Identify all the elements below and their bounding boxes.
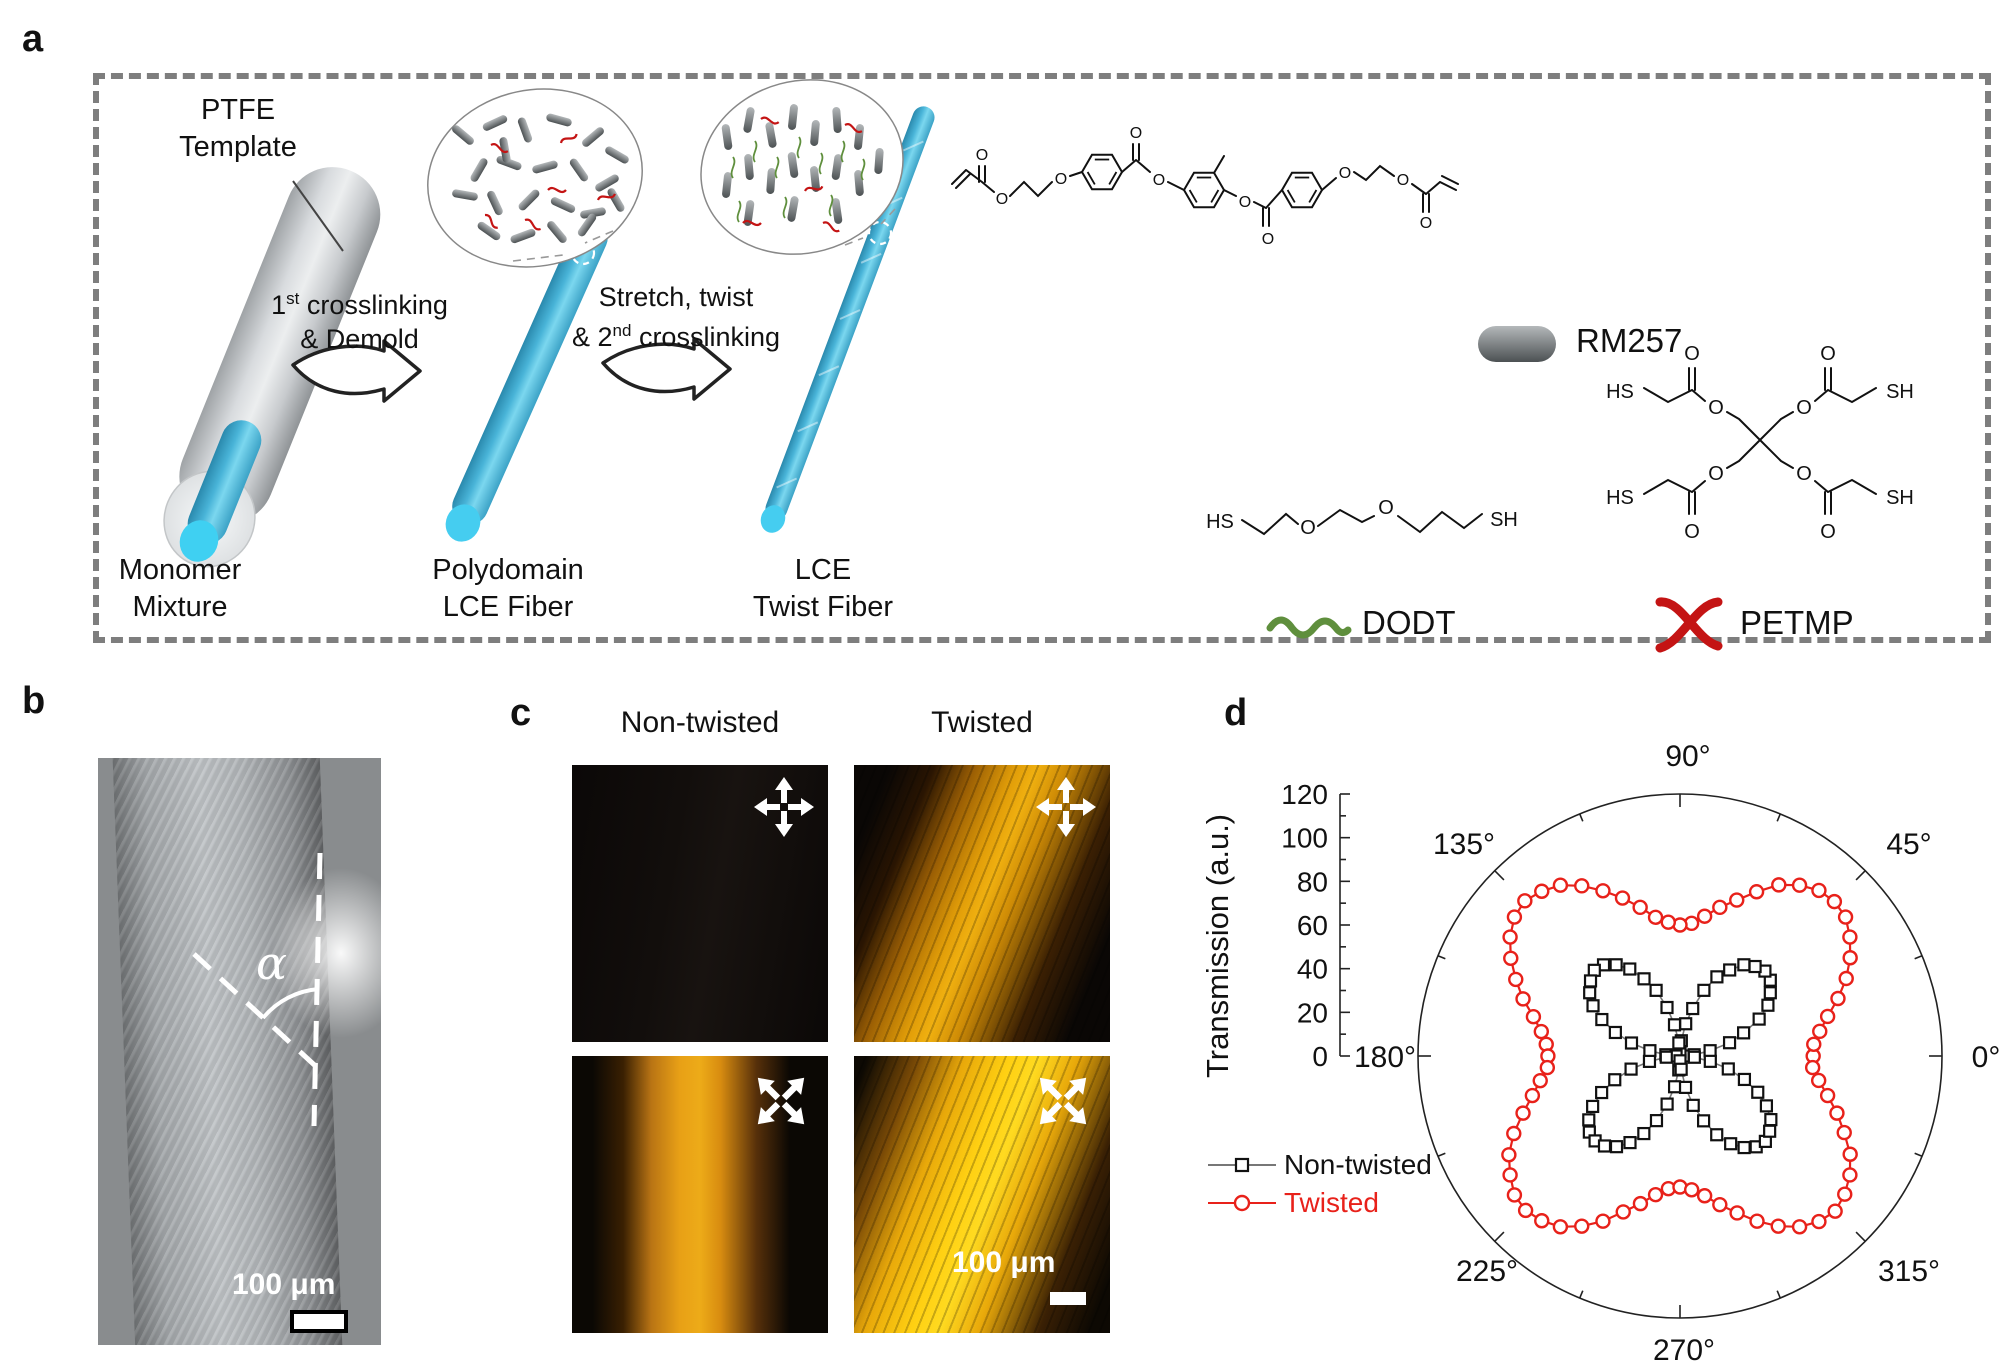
pom-scale-bar [1050, 1292, 1086, 1305]
svg-text:O: O [1820, 343, 1836, 365]
sem-scale-bar [290, 1310, 348, 1333]
chart-legend: Non-twisted Twisted [1206, 1146, 1432, 1222]
mesogen-rod-icon [1478, 326, 1556, 362]
svg-text:O: O [1339, 165, 1351, 182]
legend-label: Non-twisted [1284, 1149, 1432, 1180]
twist-fiber-label: LCE Twist Fiber [752, 554, 894, 623]
svg-text:O: O [1397, 172, 1409, 189]
sem-highlight [271, 868, 381, 1038]
panel-b-label: b [22, 680, 46, 722]
column-title-twisted: Twisted [931, 706, 1033, 739]
svg-text:100: 100 [1281, 823, 1328, 854]
svg-text:40: 40 [1297, 954, 1328, 985]
sem-image: α 100 μm [98, 758, 381, 1345]
polarizer-plus-icon [1036, 777, 1096, 837]
panel-a-border [93, 73, 1991, 643]
svg-text:270°: 270° [1653, 1334, 1715, 1364]
polarizer-x-icon [757, 1077, 805, 1125]
svg-text:SH: SH [1490, 509, 1518, 531]
polar-transmission-chart: 0° 45° 90° 135° 180° 225° 270° 315° 0 20 40 60 80 100… [1281, 740, 2001, 1364]
svg-text:O: O [1153, 172, 1165, 189]
panel-d-label: d [1224, 692, 1248, 734]
pom-scale-label: 100 μm [952, 1246, 1056, 1279]
svg-text:SH: SH [1886, 487, 1914, 509]
legend-item-nontwisted: Non-twisted [1206, 1146, 1432, 1184]
svg-text:O: O [996, 191, 1008, 208]
svg-text:O: O [1684, 343, 1700, 365]
ptfe-label-line2: Template [179, 131, 297, 163]
svg-text:O: O [1796, 397, 1812, 419]
svg-text:45°: 45° [1886, 828, 1931, 861]
dodt-structure: HS O O SH [1206, 497, 1518, 539]
svg-text:80: 80 [1297, 866, 1328, 897]
column-title-nontwisted: Non-twisted [620, 706, 780, 739]
pom-nontwisted-crossed [572, 765, 828, 1042]
ptfe-template-graphic [163, 167, 381, 568]
svg-text:60: 60 [1297, 910, 1328, 941]
svg-text:HS: HS [1606, 487, 1634, 509]
svg-text:0°: 0° [1972, 1041, 2001, 1074]
zoom-circle-2 [867, 220, 893, 246]
panel-c-label: c [510, 692, 532, 734]
svg-text:HS: HS [1606, 381, 1634, 403]
svg-text:O: O [1708, 397, 1724, 419]
dodt-wave-icon [1266, 616, 1352, 639]
svg-text:20: 20 [1297, 997, 1328, 1028]
svg-text:O: O [1684, 521, 1700, 543]
panel-a-label: a [22, 18, 44, 60]
ptfe-template-label: PTFE Template [148, 92, 328, 166]
monomer-mixture-label: Monomer Mixture [118, 554, 242, 623]
svg-text:O: O [1262, 231, 1274, 248]
svg-text:315°: 315° [1878, 1255, 1940, 1288]
svg-text:O: O [1820, 521, 1836, 543]
rm257-label: RM257 [1576, 322, 1683, 359]
step1-label: 1st crosslinking & Demold [271, 289, 448, 354]
legend-item-twisted: Twisted [1206, 1184, 1432, 1222]
svg-text:180°: 180° [1354, 1041, 1416, 1074]
svg-text:O: O [1300, 517, 1316, 539]
petmp-label: PETMP [1740, 604, 1854, 641]
dodt-label: DODT [1362, 604, 1456, 641]
ptfe-pointer-line [292, 180, 344, 252]
polarizer-x-icon [1039, 1077, 1087, 1125]
svg-text:O: O [1420, 215, 1432, 232]
svg-text:SH: SH [1886, 381, 1914, 403]
pom-twisted-crossed [854, 765, 1110, 1042]
svg-text:O: O [1239, 194, 1251, 211]
polydomain-inset [427, 88, 643, 268]
alpha-symbol: α [256, 936, 288, 990]
twist-fiber-graphic [760, 106, 935, 533]
svg-text:O: O [1378, 497, 1394, 519]
rm257-structure: O O O O O O O O O O [951, 125, 1459, 248]
legend-label: Twisted [1284, 1187, 1379, 1218]
svg-text:O: O [1130, 125, 1142, 142]
fabrication-schematic [163, 79, 935, 568]
svg-text:225°: 225° [1456, 1255, 1518, 1288]
polydomain-fiber-label: Polydomain LCE Fiber [432, 554, 584, 623]
monodomain-inset [700, 79, 904, 255]
svg-text:HS: HS [1206, 511, 1234, 533]
svg-text:135°: 135° [1433, 828, 1495, 861]
sem-scale-label: 100 μm [232, 1268, 336, 1301]
pom-nontwisted-diagonal [572, 1056, 828, 1333]
svg-text:O: O [1708, 463, 1724, 485]
process-arrow-1 [291, 339, 422, 403]
ptfe-label-line1: PTFE [200, 94, 276, 126]
svg-text:O: O [976, 147, 988, 164]
polydomain-fiber-graphic [445, 219, 608, 542]
sem-annotations [192, 852, 324, 1127]
svg-text:O: O [1796, 463, 1812, 485]
process-arrow-2 [601, 337, 732, 401]
step2-label: Stretch, twist & 2nd crosslinking [571, 282, 780, 352]
svg-text:120: 120 [1281, 779, 1328, 810]
polarizer-plus-icon [754, 777, 814, 837]
svg-text:O: O [1055, 171, 1067, 188]
svg-text:90°: 90° [1665, 740, 1710, 773]
petmp-cross-icon [1655, 597, 1723, 653]
pom-twisted-diagonal: 100 μm [854, 1056, 1110, 1333]
petmp-structure: O O O O O O O O HS SH HS SH [1606, 343, 1914, 543]
svg-text:0: 0 [1312, 1041, 1328, 1072]
